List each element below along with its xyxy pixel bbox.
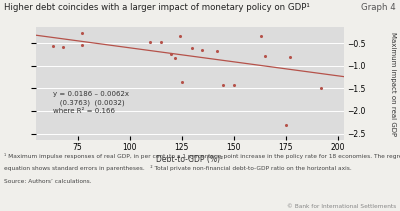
Text: © Bank for International Settlements: © Bank for International Settlements <box>287 204 396 209</box>
Point <box>287 55 293 58</box>
Point <box>172 57 179 60</box>
Point <box>214 50 220 53</box>
Point <box>199 48 206 52</box>
Point <box>230 84 237 87</box>
Y-axis label: Maximum impact on real GDP: Maximum impact on real GDP <box>390 32 396 136</box>
Point <box>78 44 85 47</box>
Text: equation shows standard errors in parentheses.   ² Total private non-financial d: equation shows standard errors in parent… <box>4 165 352 170</box>
Point <box>220 84 226 87</box>
Point <box>262 54 268 58</box>
Point <box>318 87 324 90</box>
Text: y = 0.0186 – 0.0062x
   (0.3763)  (0.0032)
where R² = 0.166: y = 0.0186 – 0.0062x (0.3763) (0.0032) w… <box>53 91 129 114</box>
Point <box>189 46 195 49</box>
Text: Source: Authors’ calculations.: Source: Authors’ calculations. <box>4 179 92 184</box>
Point <box>282 123 289 126</box>
Text: Higher debt coincides with a larger impact of monetary policy on GDP¹: Higher debt coincides with a larger impa… <box>4 3 310 12</box>
Point <box>147 41 154 44</box>
Point <box>78 32 85 35</box>
Point <box>158 40 164 43</box>
Point <box>60 45 66 49</box>
Point <box>178 80 185 83</box>
Text: Graph 4: Graph 4 <box>361 3 396 12</box>
Point <box>176 35 183 38</box>
Point <box>168 52 174 55</box>
Point <box>258 35 264 38</box>
Text: ¹ Maximum impulse responses of real GDP, in per cent, to a 1 percentage point in: ¹ Maximum impulse responses of real GDP,… <box>4 153 400 159</box>
X-axis label: Debt-to-GDP (%)²: Debt-to-GDP (%)² <box>156 155 224 164</box>
Point <box>50 45 56 48</box>
